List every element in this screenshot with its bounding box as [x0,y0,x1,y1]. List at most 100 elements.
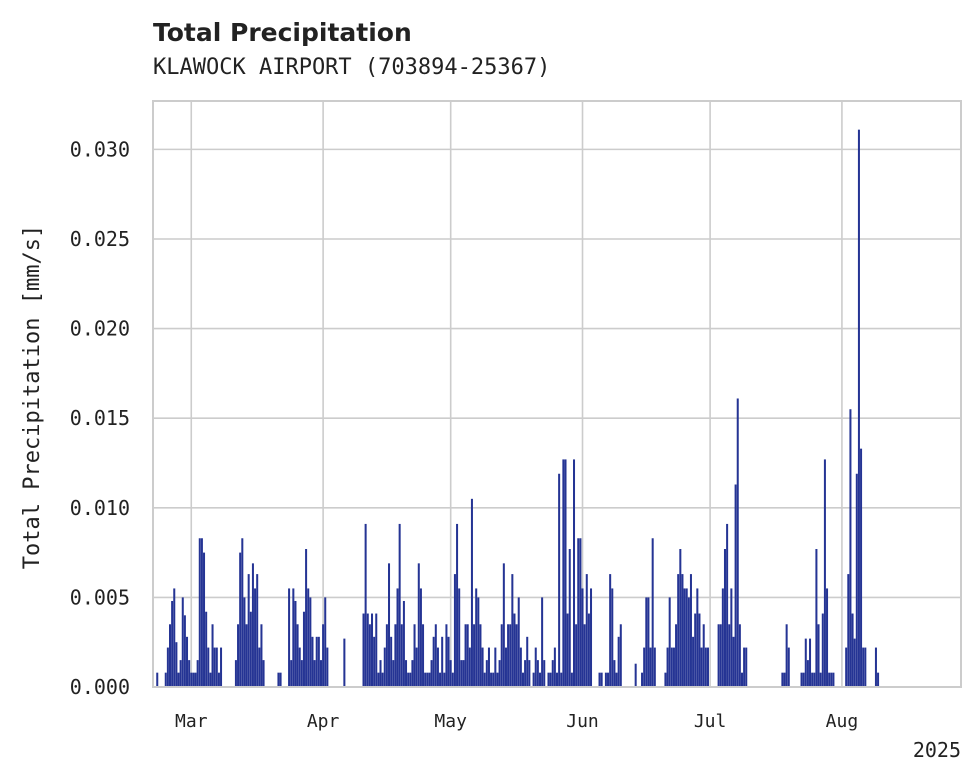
precip-bar [217,672,220,687]
precip-bar [860,448,863,687]
precip-bar [706,647,709,687]
precip-bar [379,660,382,687]
precip-bar [555,672,559,687]
precip-bar [524,660,527,687]
precip-bar [364,523,367,687]
precip-bar [517,597,520,687]
precip-bar [800,672,803,687]
x-axis-year-label: 2025 [913,738,961,762]
precip-bar [260,624,263,687]
precip-bar [415,647,418,687]
precip-bar [804,638,807,687]
precip-bar [305,549,308,687]
precip-bar [453,574,456,687]
precip-bar [407,672,410,687]
precip-bar [728,624,731,687]
precip-bar [668,597,671,687]
precip-bar [675,624,678,687]
precip-bar [477,597,480,687]
precip-bar [460,660,463,687]
precip-bar [700,647,703,687]
precip-bar [402,600,405,687]
precip-bar [511,574,514,687]
precip-bar [740,672,743,687]
precip-bar [390,636,393,687]
precip-bar [564,459,567,687]
x-tick-label: Apr [307,711,340,732]
precip-bar [247,574,250,687]
precip-bar [368,624,371,687]
precip-bar [405,660,408,687]
precip-bar [417,563,420,687]
precip-bar [441,636,444,687]
precip-bar [609,574,612,687]
precip-bar [396,588,399,687]
precip-bar [553,647,556,687]
precip-bar [877,672,880,687]
precip-bar [473,624,476,687]
y-tick-labels: 0.000 0.005 0.010 0.015 0.020 0.025 0.030 [70,137,130,699]
precip-bar [200,538,203,687]
y-axis-label: Total Precipitation [mm/s] [20,225,45,569]
precip-bar [432,636,435,687]
precip-bar [298,647,301,687]
precip-bar [734,484,737,687]
precip-bar [449,660,452,687]
precip-bar [845,647,848,687]
precip-bar [411,660,414,687]
precip-bar [689,574,692,687]
precip-bar [392,660,395,687]
precip-bar [677,574,680,687]
precip-bar [196,660,199,687]
precip-bar [241,538,244,687]
precip-bar [513,613,516,687]
precip-bar [647,597,650,687]
precip-bar [521,672,524,687]
precip-bar [215,647,218,687]
precip-bar [681,574,684,687]
precip-bar [313,660,316,687]
precip-bar [464,624,467,687]
precip-bar [702,624,705,687]
precip-bar [726,523,729,687]
precip-bar [220,647,223,687]
precip-bar [498,660,501,687]
precip-bar [738,624,741,687]
precip-bar [573,459,576,687]
precip-bar [428,672,431,687]
precip-bar [394,624,397,687]
precip-bar [166,647,169,687]
precip-bar [821,613,824,687]
precip-bar [607,672,610,687]
precip-bar [562,459,565,687]
x-tick-label: Jul [694,711,727,732]
precip-bar [366,613,369,687]
precip-bar [371,613,374,687]
precip-bar [475,588,478,687]
precip-bar [504,647,507,687]
precip-bar [164,672,167,687]
precip-bar [500,624,503,687]
precip-bar [783,672,786,687]
precip-bar [470,498,473,687]
precip-bar [541,597,544,687]
y-tick-label: 0.000 [70,675,130,699]
precip-bar [324,597,327,687]
precip-bar [815,549,818,687]
precip-bar [730,588,733,687]
precip-bar [509,624,512,687]
precip-bar [294,600,297,687]
precip-bar [826,588,829,687]
precip-bar [234,660,237,687]
precip-bar [830,672,833,687]
precip-bar [388,563,391,687]
precip-bar [813,672,816,687]
precip-bar [494,647,497,687]
precip-bar [207,647,210,687]
precip-bar [570,672,573,687]
precip-bar [566,613,569,687]
precip-bar [736,398,739,687]
precip-bar [322,624,325,687]
precip-bar [443,672,446,687]
precip-bar [496,672,499,687]
